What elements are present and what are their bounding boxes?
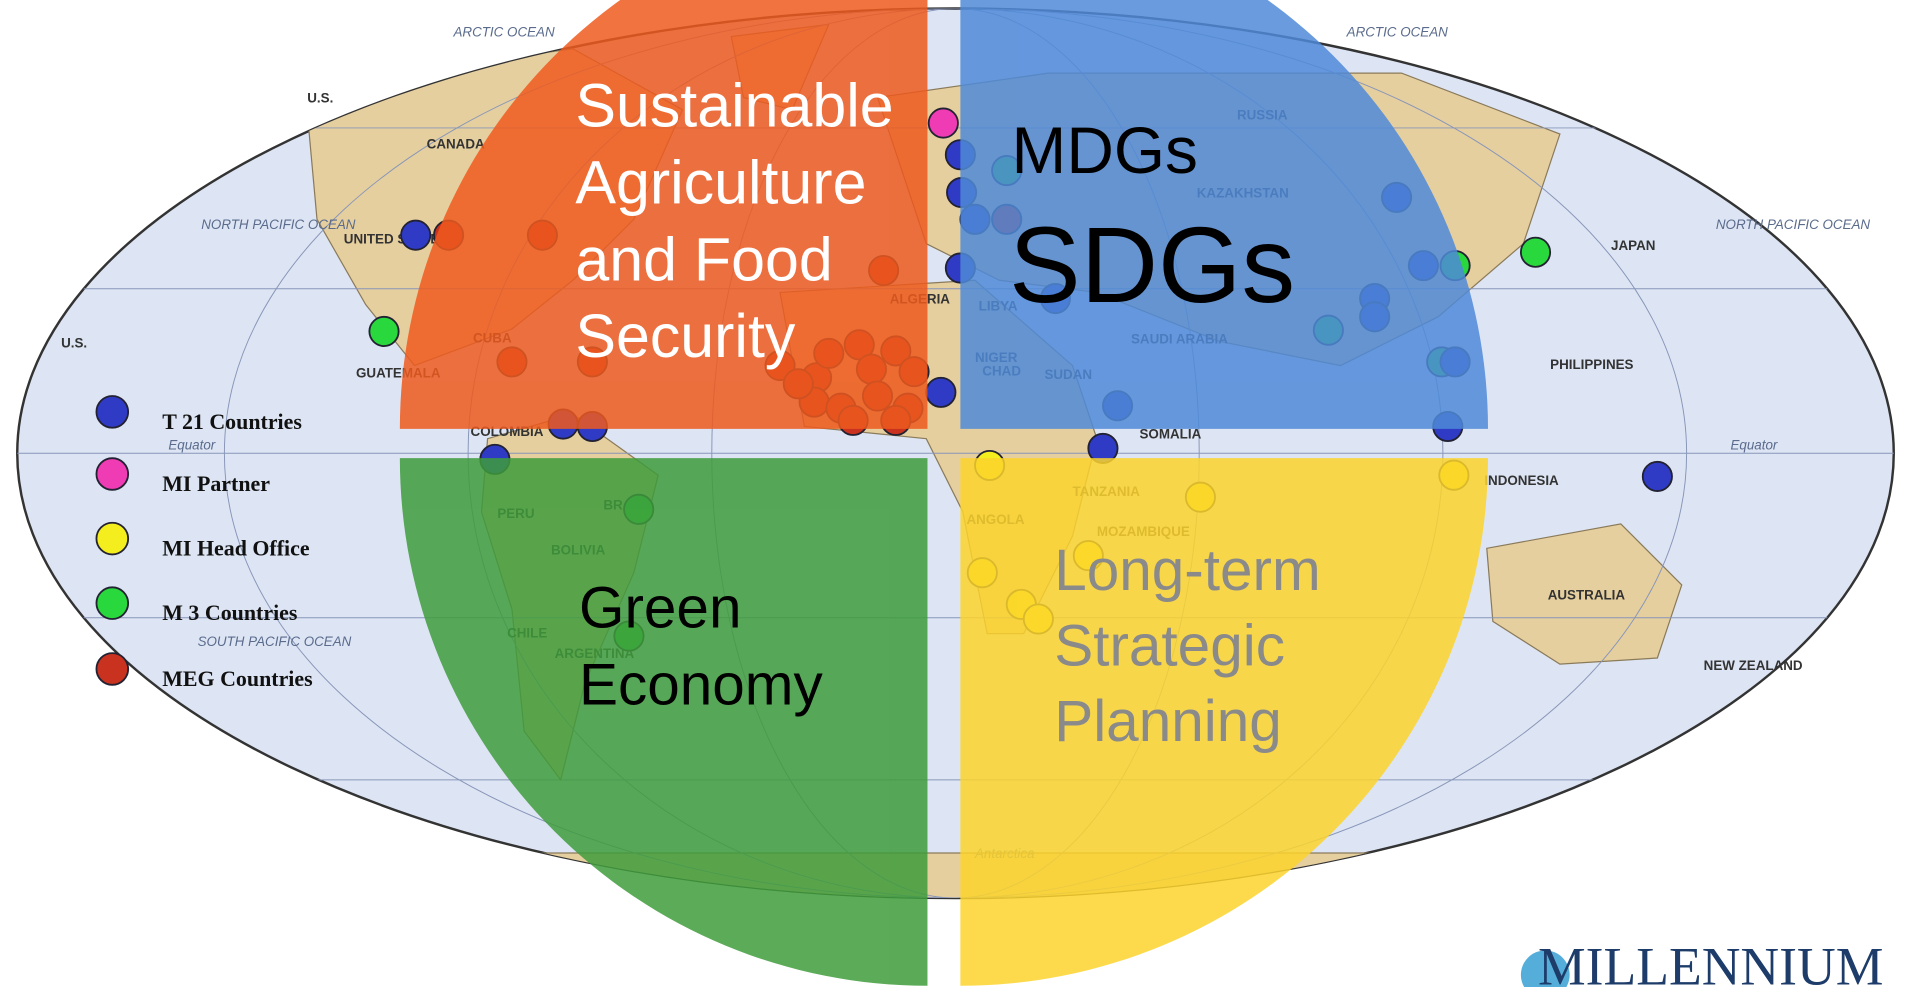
- map-label: NORTH PACIFIC OCEAN: [201, 217, 356, 232]
- logo-globe: [1520, 950, 1570, 987]
- legend-swatch: [95, 586, 130, 620]
- agriculture-text: Sustainable Agriculture and Food Securit…: [575, 72, 893, 370]
- quadrant-line: Economy: [579, 652, 823, 717]
- quadrant-goals: [960, 0, 1488, 429]
- legend-label: T 21 Countries: [162, 409, 302, 434]
- legend-swatch: [95, 395, 130, 429]
- map-label: PHILIPPINES: [1550, 357, 1633, 372]
- quadrant-line: Planning: [1054, 689, 1282, 754]
- sdgs: SDGs: [1009, 205, 1295, 325]
- quadrants: [399, 0, 1488, 986]
- quadrant-green: [399, 458, 928, 986]
- country-marker: [368, 315, 400, 347]
- country-marker: [1519, 236, 1552, 268]
- map-label: U.S.: [61, 335, 87, 350]
- map-label: Equator: [1730, 438, 1777, 453]
- green-text: Green Economy: [579, 576, 823, 718]
- country-marker: [925, 376, 957, 408]
- legend-swatch: [95, 521, 130, 556]
- country-marker: [1641, 460, 1673, 492]
- logo: MILLENNIUM: [1520, 937, 1883, 987]
- map-label: INDONESIA: [1484, 473, 1559, 488]
- quadrant-line: Sustainable: [575, 72, 893, 140]
- mdgs: MDGs: [1012, 113, 1198, 187]
- map-label: CANADA: [427, 137, 485, 152]
- map-label: ARCTIC OCEAN: [1346, 25, 1449, 40]
- quadrant-line: Long-term: [1054, 538, 1320, 603]
- map-label: SOUTH PACIFIC OCEAN: [198, 634, 352, 649]
- planning-text: Long-term Strategic Planning: [1054, 538, 1320, 754]
- quadrant-planning: [960, 458, 1488, 986]
- map-label: Equator: [168, 438, 215, 453]
- map-label: NEW ZEALAND: [1704, 658, 1803, 673]
- legend-label: MI Partner: [162, 471, 270, 496]
- legend-label: MEG Countries: [162, 666, 312, 691]
- legend-swatch: [95, 457, 130, 491]
- map-label: ARCTIC OCEAN: [452, 25, 555, 40]
- legend: T 21 Countries MI Partner MI Head Office M …: [95, 395, 313, 691]
- quadrant-line: and Food: [575, 225, 832, 293]
- quadrant-agriculture: [399, 0, 928, 429]
- quadrant-line: Security: [575, 302, 796, 370]
- legend-label: M 3 Countries: [162, 600, 297, 625]
- map-label: JAPAN: [1611, 238, 1655, 253]
- map-label: AUSTRALIA: [1548, 588, 1626, 603]
- quadrant-line: Green: [579, 576, 742, 641]
- quadrant-line: Agriculture: [575, 148, 866, 216]
- australia: [1486, 523, 1683, 665]
- antarctica: [182, 852, 1707, 899]
- map-label: SOMALIA: [1139, 427, 1201, 442]
- map-label: U.S.: [307, 90, 333, 105]
- legend-label: MI Head Office: [162, 536, 310, 561]
- logo-text: MILLENNIUM: [1538, 937, 1883, 987]
- map-label: NORTH PACIFIC OCEAN: [1716, 217, 1871, 232]
- legend-swatch: [95, 652, 130, 686]
- country-marker: [400, 219, 432, 251]
- map-label: UNITED STATES: [344, 232, 448, 247]
- country-marker: [927, 107, 959, 139]
- quadrant-line: Strategic: [1054, 613, 1285, 678]
